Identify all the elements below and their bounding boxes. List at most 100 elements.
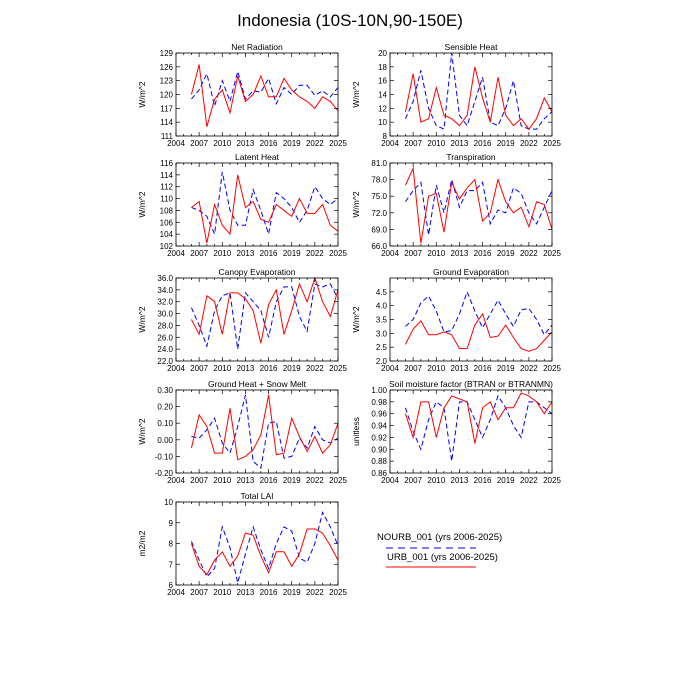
x-tick-label-panel-5: 2025 [543,364,561,373]
x-tick-label-panel-4: 2022 [306,364,324,373]
y-tick-label-panel-3: 69.0 [371,225,387,234]
x-tick-label-panel-3: 2007 [404,249,422,258]
x-tick-label-panel-7: 2025 [543,476,561,485]
y-tick-label-panel-4: 32.0 [157,298,173,307]
y-tick-label-panel-7: 0.92 [371,433,387,442]
x-tick-label-panel-0: 2019 [283,139,301,148]
y-tick-label-panel-0: 120 [160,91,174,100]
y-tick-label-panel-4: 34.0 [157,286,173,295]
y-tick-label-panel-5: 2.0 [376,357,388,366]
y-tick-label-panel-0: 129 [160,49,174,58]
x-tick-label-panel-0: 2013 [237,139,255,148]
y-tick-label-panel-2: 112 [160,183,173,192]
x-tick-label-panel-1: 2010 [427,139,445,148]
panel-title-8: Total LAI [240,491,273,501]
x-tick-label-panel-1: 2007 [404,139,422,148]
x-tick-label-panel-0: 2016 [260,139,278,148]
x-tick-label-panel-7: 2004 [381,476,399,485]
y-tick-label-panel-1: 12 [378,104,387,113]
x-tick-label-panel-8: 2022 [306,588,324,597]
series-line-nourb-panel-0 [191,69,339,108]
legend-label-nourb: NOURB_001 (yrs 2006-2025) [377,532,502,543]
y-tick-label-panel-7: 0.98 [371,398,387,407]
y-tick-label-panel-5: 4.5 [376,288,388,297]
x-tick-label-panel-6: 2004 [167,476,185,485]
y-tick-label-panel-4: 24.0 [157,345,173,354]
x-tick-label-panel-2: 2025 [329,249,347,258]
x-tick-label-panel-6: 2019 [283,476,301,485]
y-tick-label-panel-3: 66.0 [371,242,387,251]
x-tick-label-panel-5: 2022 [520,364,538,373]
x-tick-label-panel-6: 2016 [260,476,278,485]
series-line-urb-panel-7 [404,392,553,444]
x-tick-label-panel-1: 2004 [381,139,399,148]
panel-8: 2004 2007 2010 2013 2016 2019 2022 2025 6 7 8 9 10 To… [137,491,347,597]
x-tick-label-panel-6: 2013 [237,476,255,485]
y-axis-label-panel-2: W/m^2 [137,191,147,217]
y-tick-label-panel-2: 110 [160,195,173,204]
x-tick-label-panel-1: 2019 [497,139,515,148]
x-tick-label-panel-7: 2013 [451,476,469,485]
series-line-urb-panel-1 [404,66,553,130]
y-tick-label-panel-7: 0.94 [371,422,387,431]
y-tick-label-panel-6: 0.00 [157,436,173,445]
panel-title-1: Sensible Heat [445,42,499,52]
plot-frame-panel-6 [175,389,339,474]
y-tick-label-panel-3: 75.0 [371,192,387,201]
x-tick-label-panel-2: 2007 [190,249,208,258]
panel-0: 2004 2007 2010 2013 2016 2019 2022 2025 111 114 11… [137,42,347,148]
x-tick-label-panel-2: 2019 [283,249,301,258]
panel-title-4: Canopy Evaporation [218,267,295,277]
panel-2: 2004 2007 2010 2013 2016 2019 2022 2025 102 104 10… [137,152,347,258]
y-axis-label-panel-5: W/m^2 [351,306,361,332]
series-line-nourb-panel-8 [190,510,339,584]
x-tick-label-panel-8: 2019 [283,588,301,597]
y-tick-label-panel-8: 9 [169,519,174,528]
panel-title-2: Latent Heat [235,152,280,162]
x-tick-label-panel-1: 2013 [451,139,469,148]
y-tick-label-panel-6: -0.10 [155,452,174,461]
y-tick-label-panel-1: 8 [383,132,388,141]
y-tick-label-panel-1: 16 [378,77,387,86]
x-tick-label-panel-0: 2004 [167,139,185,148]
y-axis-label-panel-3: W/m^2 [351,191,361,217]
y-tick-label-panel-1: 20 [378,49,387,58]
series-line-nourb-panel-2 [191,171,339,237]
panel-1: 2004 2007 2010 2013 2016 2019 2022 202581012141… [351,42,561,148]
panel-4: 2004 2007 2010 2013 2016 2019 2022 2025 22.0 24.0… [137,267,347,373]
y-tick-label-panel-5: 3.5 [376,316,388,325]
y-tick-label-panel-4: 36.0 [157,274,173,283]
panel-6: 2004 2007 2010 2013 2016 2019 2022 2025 -0.20 -0.… [137,379,347,485]
legend: NOURB_001 (yrs 2006-2025) URB_001 (yrs 2… [377,532,502,568]
y-tick-label-panel-5: 2.5 [376,343,388,352]
panel-title-5: Ground Evaporation [433,267,509,277]
x-tick-label-panel-2: 2016 [260,249,278,258]
x-tick-label-panel-1: 2025 [543,139,561,148]
x-tick-label-panel-1: 2022 [520,139,538,148]
series-line-urb-panel-4 [190,276,339,344]
x-tick-label-panel-3: 2016 [474,249,492,258]
y-tick-label-panel-2: 108 [160,206,174,215]
figure-title: Indonesia (10S-10N,90-150E) [237,11,463,30]
y-tick-label-panel-0: 111 [161,132,174,141]
x-tick-label-panel-3: 2022 [520,249,538,258]
panel-5: 2004 2007 2010 2013 2016 2019 2022 2025 2.0 2.5 3.… [351,267,561,373]
y-tick-label-panel-7: 0.96 [371,410,387,419]
y-tick-label-panel-0: 114 [160,118,173,127]
y-tick-label-panel-3: 81.0 [371,159,387,168]
plot-frame-panel-7 [389,389,553,474]
y-axis-label-panel-4: W/m^2 [137,306,147,332]
series-line-urb-panel-0 [190,64,339,127]
x-tick-label-panel-0: 2010 [213,139,231,148]
x-tick-label-panel-3: 2010 [427,249,445,258]
y-tick-label-panel-2: 106 [160,218,174,227]
y-tick-label-panel-0: 126 [160,63,174,72]
series-line-urb-panel-2 [191,174,339,244]
x-tick-label-panel-4: 2019 [283,364,301,373]
y-tick-label-panel-2: 114 [160,171,173,180]
x-tick-label-panel-8: 2007 [190,588,208,597]
series-line-urb-panel-5 [404,312,553,352]
y-tick-label-panel-5: 3.0 [376,329,388,338]
x-tick-label-panel-6: 2007 [190,476,208,485]
